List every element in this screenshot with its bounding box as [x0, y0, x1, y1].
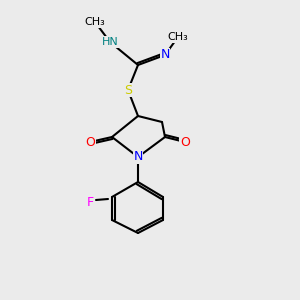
Text: CH₃: CH₃ — [85, 17, 105, 27]
Text: CH₃: CH₃ — [168, 32, 188, 42]
Text: F: F — [86, 196, 94, 208]
Text: O: O — [85, 136, 95, 148]
Text: O: O — [180, 136, 190, 148]
Text: HN: HN — [102, 37, 118, 47]
Text: N: N — [133, 151, 143, 164]
Text: N: N — [160, 49, 170, 62]
Text: S: S — [124, 83, 132, 97]
